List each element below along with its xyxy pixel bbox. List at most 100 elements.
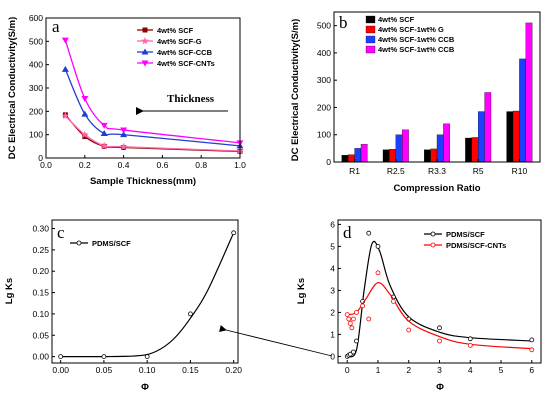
panel-a-xtick-label: 0.8 [195, 160, 207, 170]
panel-a-point [100, 130, 108, 136]
panel-c-yticks: 0.00 0.05 0.10 0.15 0.20 0.25 0.30 [32, 224, 55, 362]
panel-c-legend-label: PDMS/SCF [92, 239, 131, 248]
panel-d-point [366, 230, 372, 236]
panel-a-ytick-label: 600 [29, 13, 43, 23]
panel-b-bar [478, 111, 485, 163]
panel-a-series-line-3 [64, 39, 241, 144]
panel-c-ytick-label: 0.00 [32, 352, 49, 362]
panel-d-point [354, 338, 359, 344]
panel-d-xtick-label: 5 [499, 365, 504, 375]
panel-d-point [350, 349, 356, 355]
panel-b-legend-swatch [365, 35, 376, 44]
panel-d-xtick-label: 4 [468, 365, 473, 375]
panel-b-bar [354, 148, 362, 163]
panel-b-label: b [339, 13, 348, 32]
panel-c-point [188, 311, 193, 317]
panel-d-ytick-label: 6 [330, 219, 335, 229]
panel-d-point [529, 337, 535, 343]
panel-a-ytick-label: 100 [29, 130, 43, 140]
panel-a-series-line-2 [64, 69, 241, 147]
panel-d-legend-marker [430, 242, 436, 248]
panel-d-xtick-label: 2 [406, 365, 411, 375]
panel-b-bars-layer [341, 22, 533, 163]
panel-b-bar [348, 154, 355, 163]
panel-a-point [81, 96, 89, 102]
panel-c-ytick-label: 0.10 [32, 309, 49, 319]
panel-d-point [390, 298, 396, 304]
panel-d-legend-label: PDMS/SCF [446, 230, 485, 239]
panel-b-bar [360, 144, 368, 163]
panel-a-point [100, 141, 108, 150]
panel-c-label: c [57, 223, 65, 242]
panel-b-bar [506, 111, 514, 163]
panel-d-series-line-1 [347, 282, 532, 350]
panel-d-point [360, 303, 366, 309]
panel-b-bar [465, 137, 472, 163]
panel-d-point [467, 336, 473, 342]
panel-d-xtick-label: 3 [437, 365, 442, 375]
panel-d-point [437, 325, 442, 331]
panel-a-annotation: Thickness [167, 93, 215, 105]
panel-b-bar [512, 110, 520, 163]
panel-c-point [101, 354, 107, 359]
panel-a-legend-marker [141, 37, 149, 45]
panel-c-ytick-label: 0.05 [32, 330, 49, 340]
panel-b-yticks: 0 100 200 300 400 500 [317, 21, 337, 167]
panel-a-legend-label: 4wt% SCF-CNTs [157, 59, 215, 68]
panel-a-legend-label: 4wt% SCF-G [157, 37, 202, 46]
panel-d-series-line-0 [346, 240, 532, 358]
panel-d-point [529, 347, 535, 353]
panel-a-legend-marker [141, 60, 149, 67]
panel-d-point [406, 327, 412, 333]
panel-d-point [467, 342, 473, 348]
panel-a-ylabel: DC Electrical Conductivity(S/m) [7, 17, 18, 160]
panel-a-series-layer [61, 37, 244, 155]
panel-c-ytick-label: 0.20 [32, 266, 49, 276]
panel-d-point [347, 320, 353, 326]
panel-c-xtick-label: 0.15 [182, 365, 199, 375]
panel-a-legend-marker [142, 27, 148, 33]
panel-a-ytick-label: 500 [29, 36, 43, 46]
panel-b-bar [424, 149, 431, 163]
panel-c: 0.00 0.05 0.10 0.15 0.20 0.25 0.30 0.00 0.05 0.1… [4, 219, 242, 393]
panel-b: 0 100 200 300 400 500 R1 R2.5 R3.3 R5 R10 b Compr… [290, 11, 541, 194]
panel-b-ytick-label: 200 [317, 102, 331, 112]
panel-a-point [120, 131, 128, 138]
panel-a-point [61, 112, 70, 120]
panel-d-point [437, 338, 442, 344]
panel-c-legend: PDMS/SCF [70, 239, 131, 248]
panel-d-ytick-label: 5 [330, 241, 335, 251]
panel-c-ytick-label: 0.30 [32, 224, 49, 234]
panel-a-xlabel: Sample Thickness(mm) [90, 176, 196, 187]
panel-d-ytick-label: 4 [330, 263, 335, 273]
panel-a-xtick-label: 0.0 [40, 160, 52, 170]
panel-a-legend-label: 4wt% SCF-CCB [157, 48, 213, 57]
panel-c-point [231, 230, 237, 236]
panel-d-ytick-label: 1 [330, 329, 335, 339]
panel-b-xtick-label: R10 [512, 166, 528, 176]
panel-b-legend-swatch [365, 25, 376, 34]
panel-b-bar [484, 92, 492, 163]
panel-d-xtick-label: 0 [345, 365, 350, 375]
panel-d-xtick-label: 1 [376, 365, 381, 375]
panel-b-bar [443, 123, 450, 163]
panel-d-legend-marker [430, 231, 436, 237]
panel-c-xticks: 0.00 0.05 0.10 0.15 0.20 [52, 360, 242, 375]
panel-c-legend-marker [76, 240, 82, 246]
panel-c-xtick-label: 0.00 [52, 365, 69, 375]
panel-b-bar [525, 22, 533, 163]
panel-b-xtick-label: R5 [473, 166, 484, 176]
panel-b-xticks: R1 R2.5 R3.3 R5 R10 [349, 159, 527, 176]
panel-a-point [82, 134, 88, 140]
panel-b-ylabel: DC Electrical Conductivity(S/m) [290, 19, 301, 162]
panel-a-point [120, 127, 128, 134]
panel-c-point [144, 354, 150, 359]
panel-b-legend-label: 4wt% SCF-1wt% G [378, 25, 444, 34]
panel-b-ytick-label: 300 [317, 75, 331, 85]
panel-b-bar [436, 134, 444, 163]
panel-c-xtick-label: 0.20 [225, 365, 242, 375]
panel-b-bar [382, 149, 390, 163]
panel-d-point [350, 316, 356, 322]
panel-d-xtick-label: 6 [529, 365, 534, 375]
